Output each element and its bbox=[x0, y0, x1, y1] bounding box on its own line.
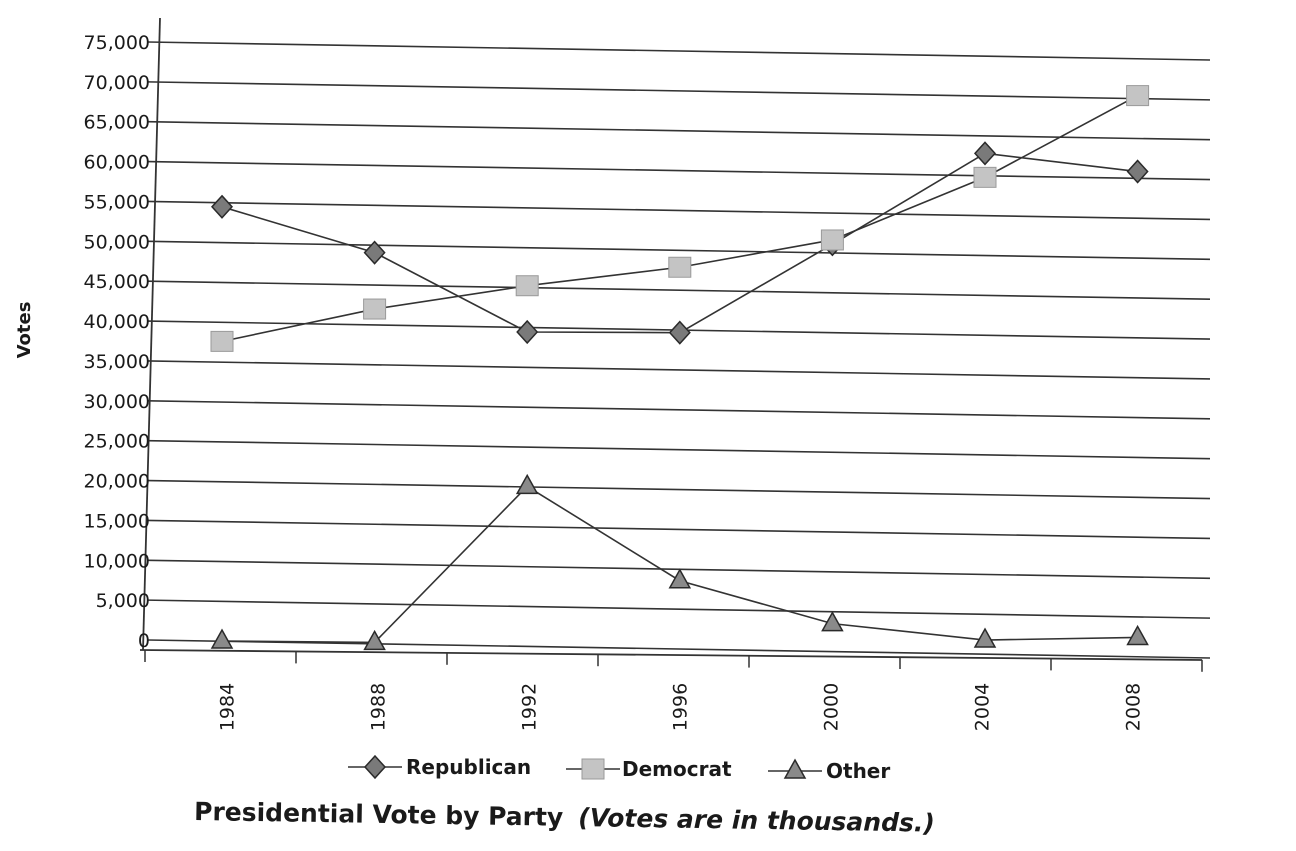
x-tick-label: 2000 bbox=[821, 683, 843, 731]
data-point-other bbox=[973, 627, 997, 648]
gridline bbox=[147, 559, 1211, 580]
data-point-democrat bbox=[668, 256, 692, 278]
data-point-other bbox=[821, 611, 844, 632]
series-group bbox=[210, 85, 1150, 651]
legend: Republican Democrat Other bbox=[348, 754, 890, 783]
data-point-democrat bbox=[515, 275, 539, 297]
x-tick-label: 1984 bbox=[217, 683, 239, 731]
data-point-other bbox=[515, 473, 539, 495]
data-point-republican bbox=[1126, 159, 1149, 184]
data-point-democrat bbox=[210, 330, 234, 352]
gridline bbox=[147, 439, 1211, 460]
x-tick-label: 2004 bbox=[972, 683, 994, 731]
y-tick-label: 25,000 bbox=[84, 431, 150, 453]
y-tick-label: 20,000 bbox=[84, 471, 150, 493]
x-tick-label: 1988 bbox=[368, 683, 390, 731]
gridline bbox=[147, 81, 1211, 101]
x-tick-label: 1996 bbox=[670, 683, 692, 731]
data-point-democrat bbox=[1126, 85, 1150, 107]
series-line-republican bbox=[221, 152, 1138, 334]
chart-subtitle: (Votes are in thousands.) bbox=[578, 803, 935, 838]
legend-label: Other bbox=[826, 759, 890, 783]
y-tick-label: 5,000 bbox=[96, 590, 150, 612]
legend-item-democrat: Democrat bbox=[566, 757, 732, 781]
data-point-democrat bbox=[363, 298, 387, 320]
axes bbox=[139, 17, 1203, 661]
y-tick-label: 30,000 bbox=[84, 391, 150, 413]
y-axis-line bbox=[142, 17, 161, 651]
gridline bbox=[147, 41, 1211, 61]
legend-marker-other bbox=[783, 758, 807, 779]
data-point-other bbox=[210, 628, 234, 649]
y-tick-label: 15,000 bbox=[84, 510, 150, 532]
x-tick-labels: 1984 1988 1992 1996 2000 2004 2008 bbox=[144, 650, 1203, 731]
data-point-republican bbox=[210, 194, 234, 219]
y-tick-label: 0 bbox=[138, 630, 150, 652]
legend-marker-democrat bbox=[581, 758, 605, 780]
legend-label: Democrat bbox=[622, 757, 732, 781]
data-point-republican bbox=[516, 319, 539, 345]
x-tick-label: 1992 bbox=[519, 683, 541, 731]
y-axis-label: Votes bbox=[14, 302, 35, 359]
data-point-other bbox=[668, 568, 692, 589]
data-point-democrat bbox=[820, 229, 844, 251]
y-tick-label: 45,000 bbox=[84, 271, 150, 293]
y-tick-label: 50,000 bbox=[84, 231, 150, 253]
x-tick-label: 2008 bbox=[1123, 683, 1145, 731]
y-tick-labels: 0 5,000 10,000 15,000 20,000 25,000 30,000 35,0… bbox=[84, 32, 150, 652]
gridline bbox=[147, 160, 1211, 181]
gridline bbox=[147, 360, 1211, 380]
gridline bbox=[147, 639, 1211, 659]
legend-label: Republican bbox=[406, 755, 531, 779]
legend-item-republican: Republican bbox=[348, 754, 531, 780]
gridline bbox=[147, 400, 1211, 420]
gridline bbox=[147, 479, 1211, 500]
y-tick-label: 40,000 bbox=[84, 311, 150, 333]
data-point-republican bbox=[668, 320, 691, 345]
data-point-republican bbox=[363, 240, 386, 265]
series-democrat bbox=[210, 85, 1150, 352]
gridline bbox=[147, 120, 1211, 141]
y-tick-label: 35,000 bbox=[84, 351, 150, 373]
legend-marker-republican bbox=[363, 754, 387, 780]
y-tick-label: 70,000 bbox=[84, 72, 150, 94]
gridline bbox=[147, 599, 1211, 619]
y-tick-label: 75,000 bbox=[84, 32, 150, 54]
gridline bbox=[147, 280, 1211, 300]
data-point-republican bbox=[973, 141, 997, 166]
x-axis-line bbox=[139, 649, 1203, 661]
data-point-other bbox=[363, 629, 386, 651]
data-point-other bbox=[1126, 624, 1149, 646]
data-point-democrat bbox=[973, 166, 997, 188]
gridline bbox=[147, 519, 1211, 540]
y-tick-label: 55,000 bbox=[84, 191, 150, 213]
chart-title-main: Presidential Vote by Party bbox=[194, 797, 564, 832]
series-line-democrat bbox=[221, 94, 1138, 343]
y-tick-label: 65,000 bbox=[84, 112, 150, 134]
gridline bbox=[147, 200, 1211, 221]
legend-item-other: Other bbox=[768, 758, 890, 783]
series-other bbox=[210, 473, 1149, 651]
y-tick-label: 10,000 bbox=[84, 550, 150, 572]
y-tick-label: 60,000 bbox=[84, 152, 150, 174]
gridline bbox=[147, 240, 1211, 261]
chart-title: Presidential Vote by Party (Votes are in… bbox=[194, 797, 935, 838]
gridlines bbox=[147, 41, 1211, 659]
